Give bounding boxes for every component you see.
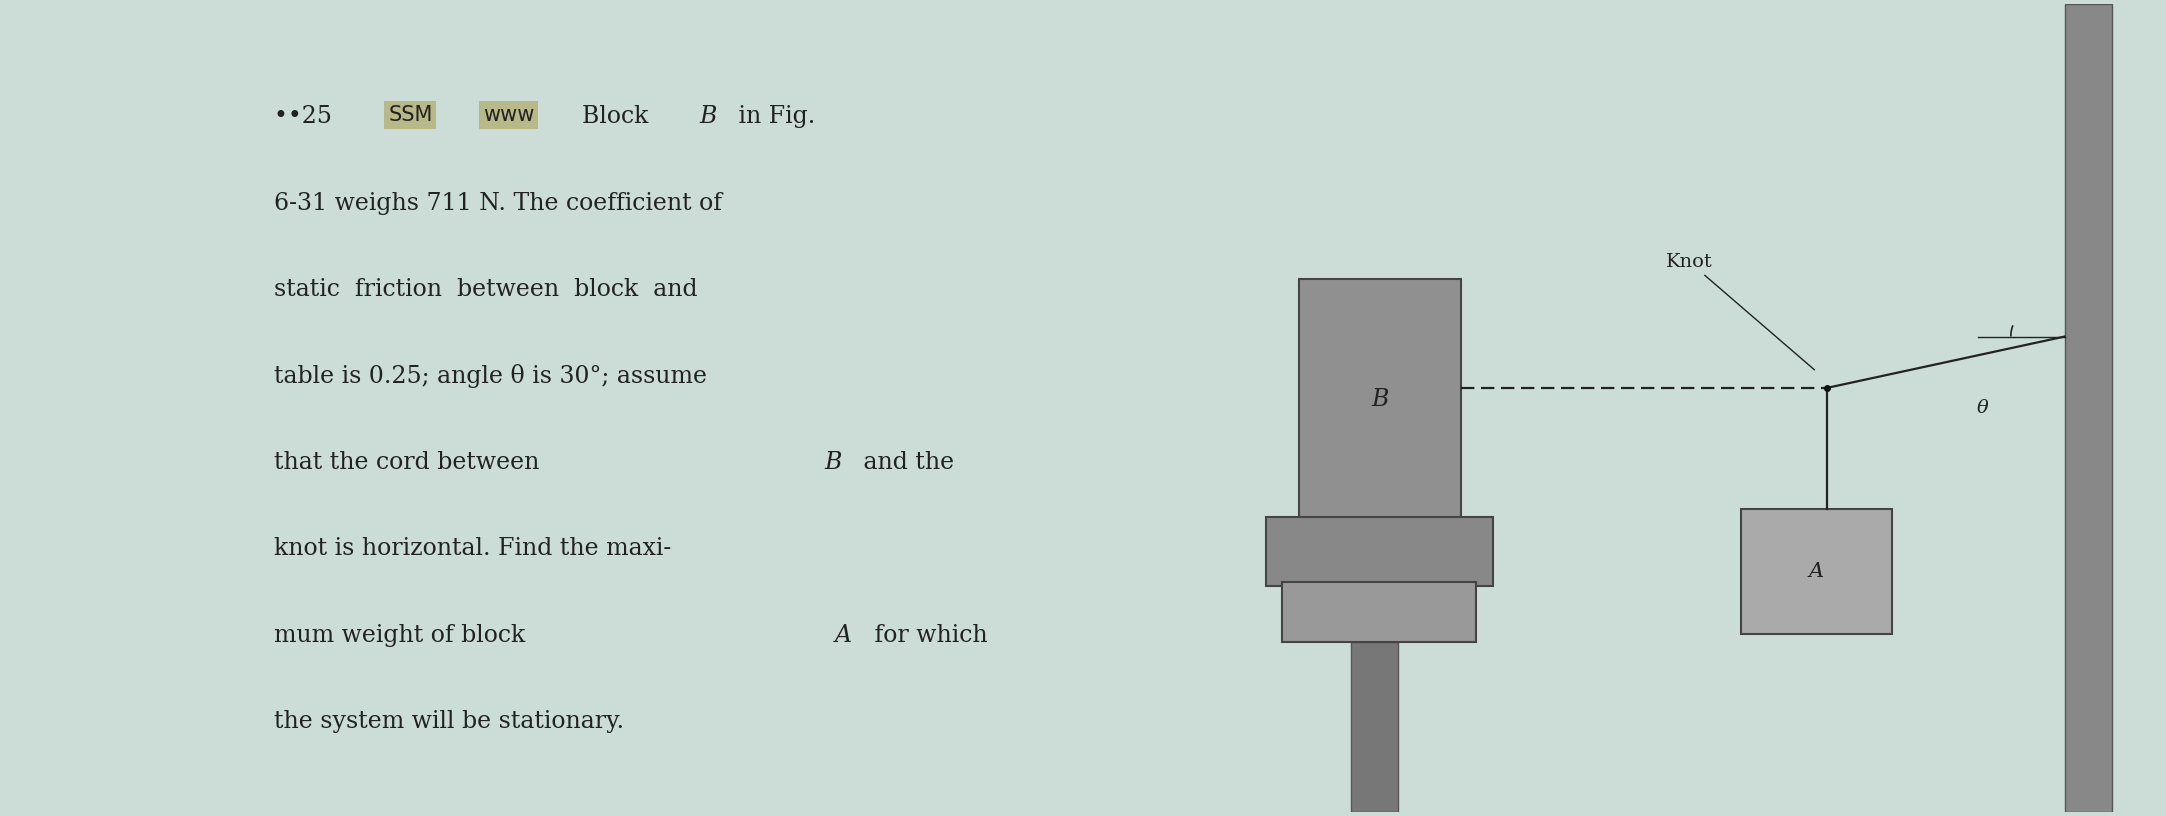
Bar <box>2064 4 2112 812</box>
Text: SSM: SSM <box>388 105 433 125</box>
Text: θ: θ <box>1978 399 1988 417</box>
Text: B: B <box>1371 388 1388 411</box>
Bar <box>1741 509 1893 634</box>
Text: A: A <box>834 623 851 646</box>
Text: Block: Block <box>583 105 656 128</box>
Bar <box>1267 517 1492 586</box>
Text: 6-31 weighs 711 N. The coefficient of: 6-31 weighs 711 N. The coefficient of <box>273 192 721 215</box>
Text: B: B <box>823 450 840 474</box>
Text: A: A <box>1809 562 1824 581</box>
Bar <box>1352 642 1397 812</box>
Text: table is 0.25; angle θ is 30°; assume: table is 0.25; angle θ is 30°; assume <box>273 365 706 388</box>
Text: B: B <box>700 105 717 128</box>
Bar <box>1300 279 1460 521</box>
Text: mum weight of block: mum weight of block <box>273 623 533 646</box>
Text: ••25: ••25 <box>273 105 340 128</box>
Text: that the cord between: that the cord between <box>273 450 546 474</box>
Text: for which: for which <box>866 623 988 646</box>
Text: the system will be stationary.: the system will be stationary. <box>273 710 624 733</box>
Text: Knot: Knot <box>1666 253 1815 370</box>
Bar <box>1282 582 1475 642</box>
Text: static  friction  between  block  and: static friction between block and <box>273 278 697 301</box>
Text: knot is horizontal. Find the maxi-: knot is horizontal. Find the maxi- <box>273 537 671 561</box>
Text: in Fig.: in Fig. <box>732 105 817 128</box>
Text: www: www <box>483 105 535 125</box>
Text: and the: and the <box>856 450 955 474</box>
